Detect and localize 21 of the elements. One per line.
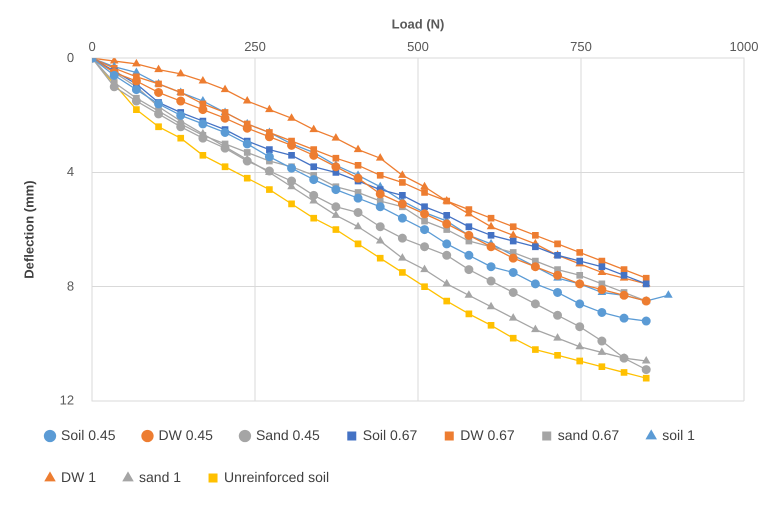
x-tick-label: 1000 [730,38,758,54]
legend-label: Sand 0.45 [256,426,320,443]
y-tick-label: 12 [60,392,74,408]
x-tick-label: 0 [88,38,96,54]
y-tick-label: 8 [66,278,74,294]
y-axis-title: Deflection (mm) [21,180,36,279]
y-tick-label: 0 [66,50,74,65]
x-tick-label: 250 [244,38,266,54]
legend-label: Unreinforced soil [224,468,330,485]
y-tick-label: 4 [66,164,74,180]
legend-label: DW 0.45 [158,426,214,443]
x-axis-title: Load (N) [392,16,444,32]
x-tick-label: 500 [407,38,429,54]
legend-label: sand 0.67 [558,426,620,443]
legend-label: soil 1 [662,426,696,443]
x-tick-label: 750 [570,38,592,54]
legend-label: DW 0.67 [460,426,515,443]
legend-label: Soil 0.67 [362,426,418,443]
legend-label: DW 1 [61,468,96,485]
legend-label: Soil 0.45 [61,426,116,443]
legend-label: sand 1 [139,468,182,485]
